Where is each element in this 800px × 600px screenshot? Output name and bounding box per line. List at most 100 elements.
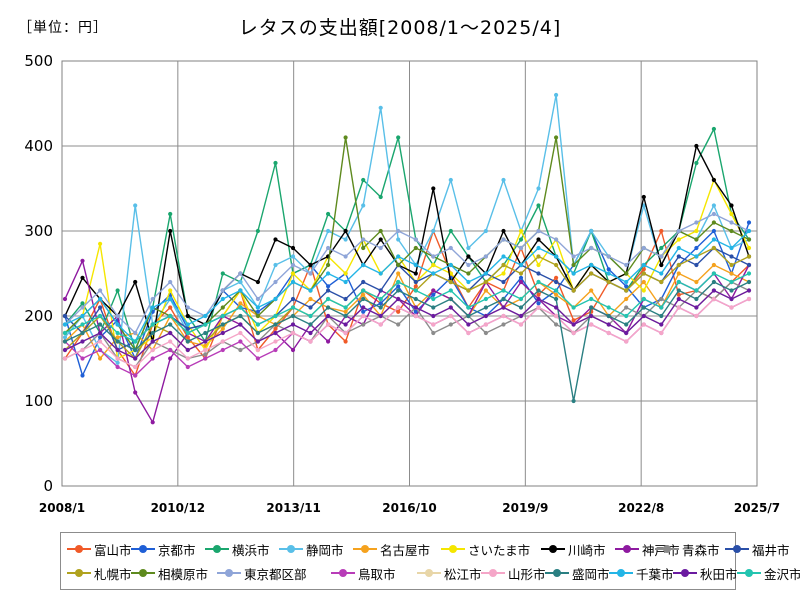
- y-tick-label: 0: [43, 477, 53, 495]
- data-point: [62, 313, 68, 319]
- data-point: [133, 373, 138, 378]
- data-point: [98, 296, 103, 302]
- data-point: [711, 296, 717, 302]
- data-point: [220, 330, 225, 336]
- data-point: [413, 245, 418, 251]
- legend-item: 東京都区部: [217, 563, 307, 583]
- data-point: [80, 347, 85, 353]
- data-point: [98, 356, 103, 361]
- data-point: [729, 203, 734, 208]
- data-point: [413, 284, 418, 289]
- data-point: [98, 322, 103, 327]
- legend-label: 静岡市: [306, 542, 344, 558]
- data-point: [589, 313, 594, 319]
- data-point: [676, 292, 681, 297]
- legend-label: 千葉市: [636, 566, 674, 582]
- data-point: [624, 284, 629, 289]
- data-point: [711, 126, 717, 132]
- legend-item: 名古屋市: [353, 539, 430, 559]
- data-point: [466, 305, 471, 310]
- legend-label: 相模原市: [158, 566, 209, 582]
- data-point: [238, 271, 243, 276]
- data-point: [361, 288, 366, 293]
- data-point: [238, 279, 243, 285]
- data-point: [326, 228, 331, 234]
- data-point: [659, 296, 664, 302]
- data-point: [729, 271, 734, 276]
- legend-swatch: [545, 568, 569, 578]
- data-point: [220, 296, 225, 302]
- data-point: [343, 309, 348, 314]
- data-point: [115, 360, 120, 365]
- data-point: [746, 296, 752, 302]
- series-line: [64, 145, 750, 343]
- data-point: [308, 339, 313, 344]
- data-point: [413, 288, 418, 293]
- data-point: [326, 305, 331, 310]
- data-point: [361, 177, 366, 183]
- data-point: [501, 288, 506, 293]
- data-point: [396, 237, 401, 242]
- data-point: [448, 228, 453, 234]
- data-point: [115, 364, 120, 370]
- data-point: [466, 322, 471, 327]
- data-point: [168, 313, 173, 319]
- x-tick-label: 2025/7: [734, 501, 780, 515]
- data-point: [326, 339, 331, 344]
- data-point: [694, 237, 699, 242]
- data-point: [694, 262, 699, 268]
- data-point: [659, 254, 664, 259]
- data-point: [606, 267, 611, 272]
- data-point: [343, 254, 348, 259]
- data-point: [98, 241, 103, 246]
- data-point: [536, 228, 541, 234]
- data-point: [396, 228, 401, 234]
- data-point: [255, 305, 260, 310]
- y-tick-label: 300: [24, 222, 53, 240]
- data-point: [396, 262, 401, 268]
- data-point: [255, 228, 260, 234]
- data-point: [536, 301, 541, 306]
- data-point: [624, 339, 629, 344]
- data-point: [396, 309, 401, 314]
- data-point: [413, 237, 418, 242]
- data-point: [115, 313, 120, 319]
- data-point: [676, 305, 681, 310]
- data-point: [483, 305, 488, 310]
- data-point: [361, 262, 366, 268]
- data-point: [536, 279, 541, 285]
- legend-swatch: [353, 544, 377, 554]
- data-point: [62, 356, 68, 361]
- data-point: [290, 330, 296, 336]
- data-point: [431, 296, 436, 302]
- data-point: [536, 271, 541, 276]
- data-point: [361, 296, 366, 302]
- data-point: [203, 352, 208, 357]
- data-point: [554, 322, 559, 327]
- legend-swatch: [541, 544, 565, 554]
- data-point: [729, 211, 734, 217]
- unit-label: ［単位：円］: [18, 20, 108, 36]
- data-point: [326, 211, 331, 217]
- data-point: [396, 305, 401, 310]
- series-layer: [62, 92, 752, 425]
- series-line: [64, 298, 750, 368]
- data-point: [378, 105, 383, 110]
- data-point: [220, 313, 225, 319]
- data-point: [378, 288, 383, 293]
- data-point: [746, 237, 752, 242]
- data-point: [413, 271, 418, 276]
- data-point: [483, 313, 488, 319]
- data-point: [185, 364, 190, 370]
- data-point: [62, 339, 68, 344]
- legend-swatch: [441, 544, 465, 554]
- data-point: [641, 305, 646, 310]
- data-point: [536, 254, 541, 259]
- data-point: [80, 339, 85, 344]
- data-point: [273, 262, 278, 268]
- data-point: [518, 245, 524, 251]
- legend-item: 鳥取市: [331, 563, 396, 583]
- data-point: [413, 262, 418, 268]
- legend-item: 金沢市: [737, 563, 800, 583]
- legend-item: 静岡市: [279, 539, 344, 559]
